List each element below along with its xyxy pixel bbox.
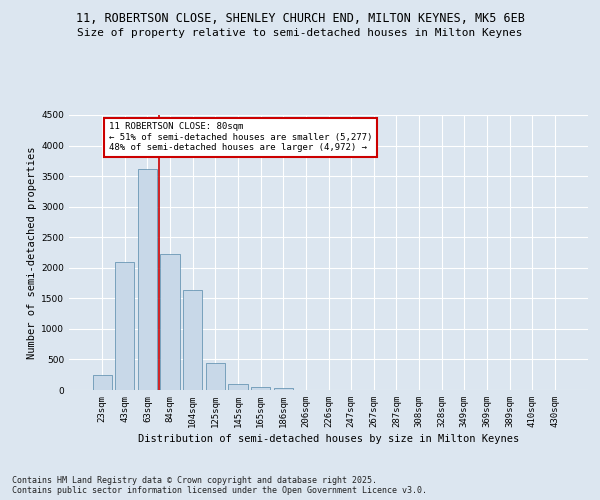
Bar — [92, 374, 112, 390]
Text: Contains HM Land Registry data © Crown copyright and database right 2025.
Contai: Contains HM Land Registry data © Crown c… — [12, 476, 427, 495]
Bar — [160, 254, 180, 390]
Bar — [274, 388, 293, 390]
Text: Size of property relative to semi-detached houses in Milton Keynes: Size of property relative to semi-detach… — [77, 28, 523, 38]
X-axis label: Distribution of semi-detached houses by size in Milton Keynes: Distribution of semi-detached houses by … — [138, 434, 519, 444]
Bar — [138, 169, 157, 390]
Bar — [229, 384, 248, 390]
Bar — [183, 290, 202, 390]
Bar — [206, 363, 225, 390]
Bar — [115, 262, 134, 390]
Bar — [251, 386, 270, 390]
Text: 11 ROBERTSON CLOSE: 80sqm
← 51% of semi-detached houses are smaller (5,277)
48% : 11 ROBERTSON CLOSE: 80sqm ← 51% of semi-… — [109, 122, 373, 152]
Y-axis label: Number of semi-detached properties: Number of semi-detached properties — [27, 146, 37, 359]
Text: 11, ROBERTSON CLOSE, SHENLEY CHURCH END, MILTON KEYNES, MK5 6EB: 11, ROBERTSON CLOSE, SHENLEY CHURCH END,… — [76, 12, 524, 26]
